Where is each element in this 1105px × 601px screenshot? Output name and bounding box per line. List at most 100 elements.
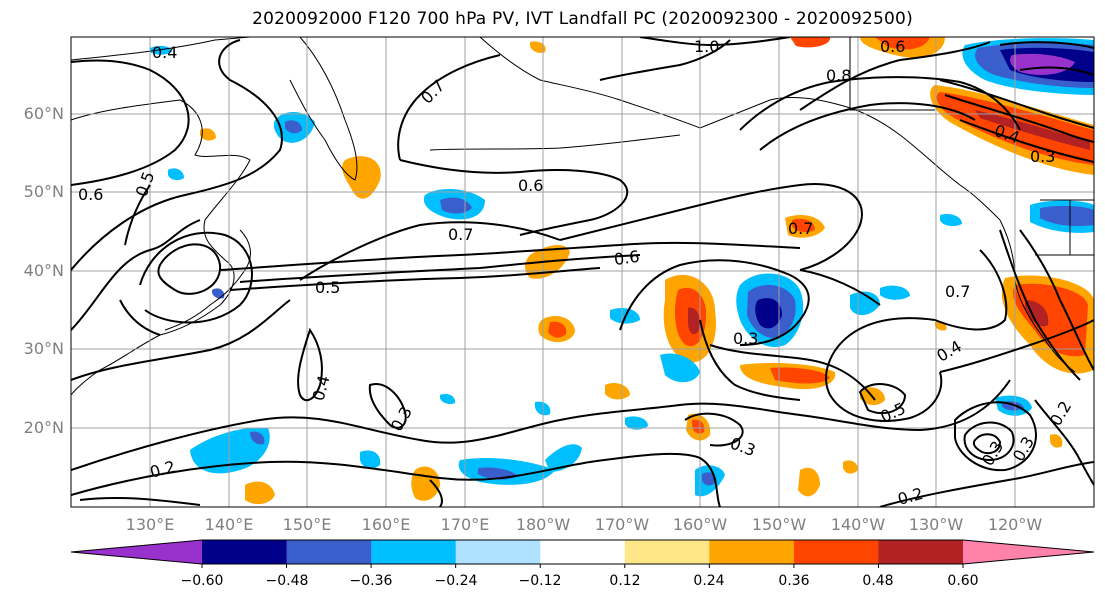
negative-anomaly-shading [150,38,1094,497]
contour-label: 0.4 [309,373,334,403]
map-title: 2020092000 F120 700 hPa PV, IVT Landfall… [252,9,913,29]
colorbar-tick-label: 0.24 [693,573,725,589]
contour-label: 0.2 [148,457,178,482]
lon-label-140w: 140°W [830,515,886,534]
contour-label: 0.7 [448,225,473,244]
anomaly-blob [150,45,172,55]
pv-contour [699,319,801,401]
pv-contour [825,317,943,422]
anomaly-blob [545,444,582,472]
colorbar-extend-max [963,540,1094,564]
pv-contour [599,39,731,81]
contour-label: 0.2 [1046,398,1075,430]
anomaly-blob [755,298,782,329]
japan-coastline [164,229,251,331]
anomaly-blob [1040,205,1094,227]
map-plot-area: 0.4 1.0 0.7 0.8 0.6 0.5 0.6 0.7 0.4 0.3 … [71,37,1094,509]
pv-contour [71,219,201,331]
contour-label: 0.3 [978,438,1007,470]
pv-contour [139,231,253,324]
positive-anomaly-shading [200,37,1094,505]
colorbar-tick-label: −0.36 [349,573,393,589]
pv-contour [397,54,501,161]
pv-contour [119,299,161,336]
pv-contour [71,379,1011,471]
lon-label-130w: 130°W [908,515,964,534]
anomaly-blob [770,367,830,384]
lon-label-120w: 120°W [987,515,1043,534]
anomaly-blob [940,214,962,227]
pv-contour [239,254,641,283]
contour-label: 0.4 [152,43,177,62]
pv-contour [858,383,907,415]
colorbar-bin [624,540,710,564]
pv-contour [739,76,1021,131]
anomaly-blob [411,466,440,501]
anomaly-blob [440,393,456,405]
pv-contour [944,94,1094,143]
lon-label-170w: 170°W [594,515,650,534]
colorbar-bin [878,540,964,564]
lat-label-30n: 30°N [23,339,64,358]
pv-contour [1019,229,1094,371]
contour-label: 0.6 [880,37,905,56]
anomaly-blob [360,450,381,469]
pv-contour [71,299,291,381]
anomaly-blob [1025,300,1049,327]
lat-label-60n: 60°N [23,104,64,123]
anomaly-blob [798,467,820,497]
anomaly-blob [285,120,302,134]
pv-contour [939,319,1094,373]
kamchatka-coastline [289,37,358,181]
anomaly-blob [530,41,546,53]
anomaly-blob [688,307,700,335]
lon-label-150w: 150°W [751,515,807,534]
colorbar-tick-label: 0.36 [778,573,810,589]
contour-label: 0.5 [132,169,159,199]
anomaly-blob [168,168,184,181]
anomaly-blob [790,37,831,48]
pv-contour [799,41,991,111]
lat-label-20n: 20°N [23,418,64,437]
colorbar-tick-label: 0.48 [862,573,894,589]
anomaly-blob [440,197,472,214]
anomaly-blob [625,416,648,430]
pv-contour [559,183,863,271]
anomaly-blob [1050,434,1063,448]
anomaly-blob [548,321,567,338]
pv-contour [368,383,407,429]
contour-label: 0.3 [733,329,758,348]
anomaly-blob [843,460,858,474]
contour-label: 0.2 [896,484,926,509]
pv-contour [684,412,744,447]
north-america-coastline [999,219,1076,373]
anomaly-blob [692,419,705,434]
lon-label-160e: 160°E [361,515,411,534]
pv-contour [71,39,283,271]
colorbar-tick-label: −0.24 [434,573,478,589]
contour-label: 0.4 [933,336,965,365]
colorbar-tick-label: 0.12 [609,573,641,589]
anomaly-blob [200,128,216,141]
aleutian-islands [429,134,681,151]
colorbar-bin [371,540,457,564]
contour-label: 0.3 [728,433,758,460]
anomaly-blob [212,288,225,299]
pv-contour [1034,399,1094,486]
pv-contour [972,433,1002,455]
colorbar-bin [202,540,288,564]
pv-contour [939,79,1094,129]
colorbar-bins [202,540,964,564]
lat-label-40n: 40°N [23,261,64,280]
colorbar-tick-label: −0.12 [518,573,562,589]
map-frame [70,36,1095,508]
pv-contour [299,221,561,281]
contour-label: 0.5 [315,278,340,297]
anomaly-blob [702,472,717,486]
anomaly-blob [875,37,930,50]
pv-contour [999,229,1081,381]
contour-label: 0.3 [1030,147,1055,166]
contour-label: 0.7 [788,219,813,238]
colorbar-bin [709,540,795,564]
